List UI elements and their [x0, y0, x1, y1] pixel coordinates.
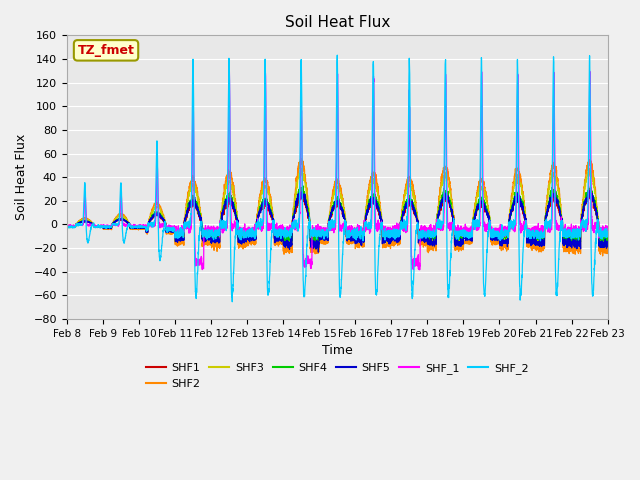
Line: SHF1: SHF1: [67, 193, 607, 241]
SHF3: [399, 203, 407, 209]
SHF5: [314, 249, 322, 255]
Title: Soil Heat Flux: Soil Heat Flux: [285, 15, 390, 30]
SHF_1: [604, 223, 611, 229]
SHF_1: [63, 223, 70, 229]
Line: SHF5: SHF5: [67, 191, 607, 252]
SHF2: [297, 156, 305, 161]
SHF4: [604, 238, 611, 244]
SHF1: [604, 233, 611, 239]
SHF_2: [333, 52, 341, 58]
SHF_2: [214, 230, 221, 236]
X-axis label: Time: Time: [322, 344, 353, 357]
SHF4: [552, 194, 560, 200]
SHF_1: [416, 267, 424, 273]
SHF1: [214, 231, 221, 237]
SHF_1: [604, 231, 611, 237]
Line: SHF_2: SHF_2: [67, 55, 607, 302]
SHF_2: [228, 299, 236, 305]
SHF3: [214, 236, 221, 242]
Y-axis label: Soil Heat Flux: Soil Heat Flux: [15, 134, 28, 220]
SHF2: [390, 238, 398, 244]
SHF2: [63, 224, 70, 230]
SHF_1: [399, 223, 407, 228]
SHF_1: [390, 228, 398, 234]
Line: SHF4: SHF4: [67, 186, 607, 243]
SHF1: [179, 230, 186, 236]
SHF4: [214, 232, 221, 238]
SHF4: [390, 228, 398, 234]
SHF_2: [179, 232, 186, 238]
SHF5: [586, 188, 593, 193]
SHF_1: [553, 222, 561, 228]
SHF3: [179, 234, 186, 240]
Line: SHF_1: SHF_1: [67, 71, 607, 270]
SHF3: [535, 243, 543, 249]
SHF1: [604, 236, 611, 241]
SHF2: [604, 247, 611, 252]
SHF5: [214, 235, 221, 241]
SHF5: [552, 197, 560, 203]
SHF1: [63, 223, 70, 228]
SHF_2: [63, 224, 70, 229]
SHF4: [604, 233, 611, 239]
SHF_2: [390, 226, 398, 232]
SHF1: [399, 212, 407, 218]
SHF2: [599, 253, 607, 259]
SHF3: [390, 236, 398, 241]
SHF4: [300, 183, 307, 189]
SHF_2: [553, 289, 561, 295]
SHF_1: [214, 228, 221, 234]
SHF1: [287, 239, 295, 244]
SHF3: [604, 238, 611, 243]
SHF3: [553, 180, 561, 186]
SHF_2: [604, 230, 611, 236]
SHF5: [604, 244, 611, 250]
SHF4: [179, 229, 186, 235]
SHF4: [399, 208, 407, 214]
SHF5: [399, 213, 407, 218]
SHF_2: [604, 232, 611, 238]
SHF2: [214, 243, 221, 249]
SHF3: [298, 165, 305, 171]
SHF2: [179, 239, 186, 245]
Legend: SHF1, SHF2, SHF3, SHF4, SHF5, SHF_1, SHF_2: SHF1, SHF2, SHF3, SHF4, SHF5, SHF_1, SHF…: [141, 359, 533, 393]
SHF5: [63, 224, 70, 229]
SHF_2: [400, 220, 408, 226]
SHF2: [604, 244, 611, 250]
SHF4: [63, 223, 70, 229]
SHF1: [390, 229, 398, 235]
SHF4: [566, 240, 573, 246]
SHF2: [552, 170, 560, 176]
SHF1: [552, 197, 560, 203]
Line: SHF3: SHF3: [67, 168, 607, 246]
SHF5: [390, 236, 398, 242]
SHF2: [399, 201, 407, 206]
SHF1: [587, 190, 595, 196]
SHF5: [604, 239, 611, 245]
Line: SHF2: SHF2: [67, 158, 607, 256]
SHF5: [179, 236, 186, 241]
Text: TZ_fmet: TZ_fmet: [77, 44, 134, 57]
SHF3: [604, 238, 611, 243]
SHF3: [63, 223, 70, 229]
SHF_1: [225, 68, 233, 74]
SHF_1: [179, 229, 186, 235]
